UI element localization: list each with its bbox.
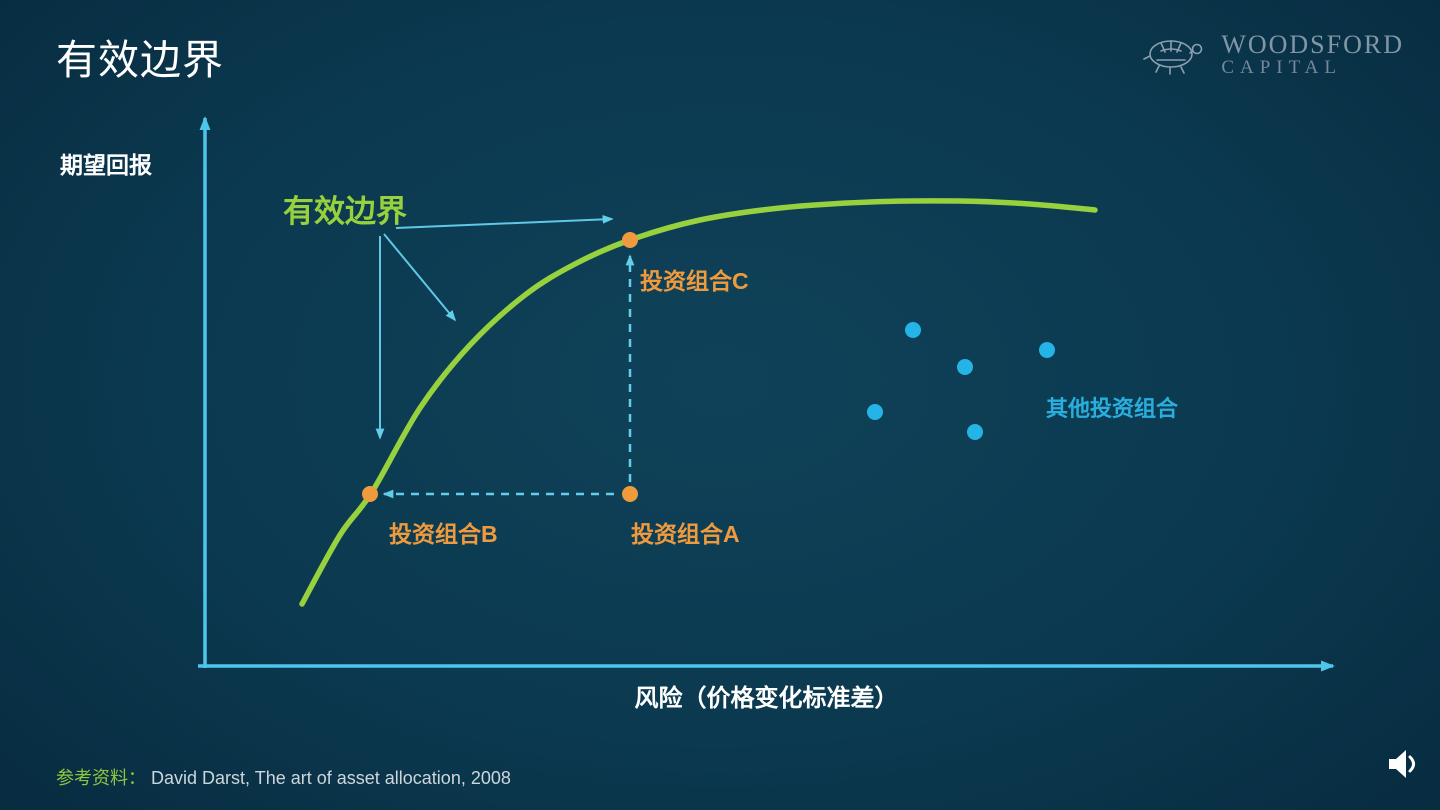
- logo-text: WOODSFORD CAPITAL: [1221, 31, 1404, 79]
- slide-title: 有效边界: [56, 37, 224, 83]
- logo-name: WOODSFORD: [1221, 29, 1404, 59]
- reference-label: 参考资料：: [56, 768, 146, 788]
- speaker-icon[interactable]: [1384, 747, 1424, 783]
- reference-text: David Darst, The art of asset allocation…: [151, 768, 511, 788]
- logo-subtitle: CAPITAL: [1221, 57, 1343, 79]
- portfolio-c-label: 投资组合C: [640, 268, 749, 294]
- turtle-logo-icon: [1143, 40, 1203, 75]
- portfolio-b-label: 投资组合B: [389, 521, 498, 547]
- portfolio-point: [622, 232, 638, 248]
- annotation-arrow: [383, 233, 457, 322]
- other-portfolios-label: 其他投资组合: [1046, 396, 1179, 421]
- company-logo: WOODSFORD CAPITAL: [1137, 30, 1404, 80]
- portfolio-point: [622, 486, 638, 502]
- scatter-point: [967, 424, 983, 440]
- reference-footer: 参考资料： David Darst, The art of asset allo…: [56, 764, 511, 790]
- annotation-arrow: [395, 214, 614, 229]
- portfolio-a-label: 投资组合A: [631, 521, 740, 547]
- scatter-point: [957, 359, 973, 375]
- scatter-point: [905, 322, 921, 338]
- scatter-point: [1039, 342, 1055, 358]
- scatter-point: [867, 404, 883, 420]
- frontier-curve: [299, 198, 1098, 607]
- y-axis-label: 期望回报: [60, 152, 152, 178]
- frontier-curve-label: 有效边界: [283, 194, 407, 229]
- portfolio-point: [362, 486, 378, 502]
- x-axis-label: 风险（价格变化标准差）: [634, 685, 899, 712]
